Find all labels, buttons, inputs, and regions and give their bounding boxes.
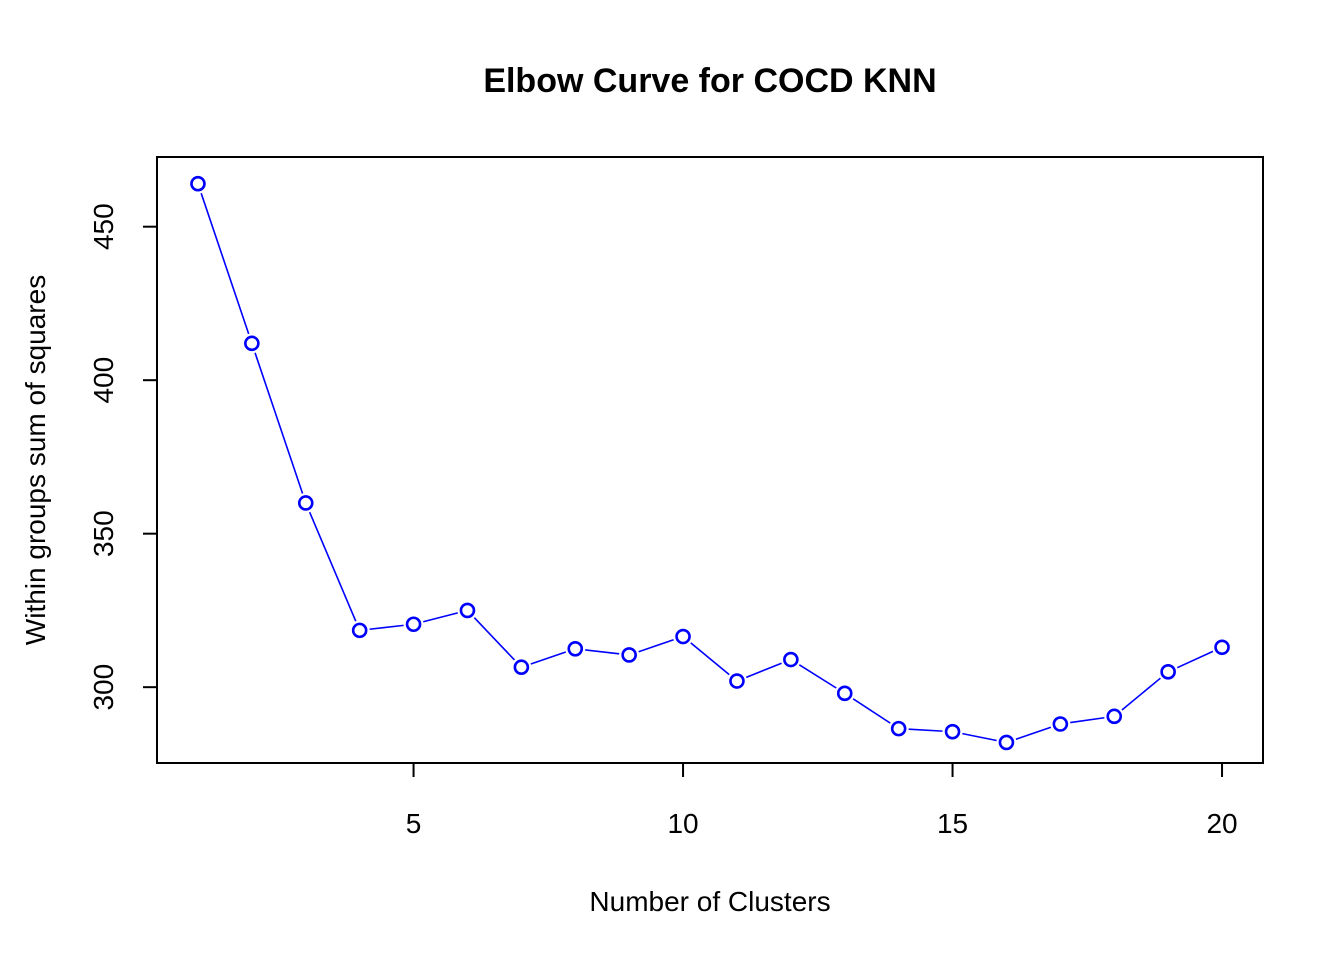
x-tick-label: 20 bbox=[1206, 808, 1237, 839]
data-point bbox=[459, 602, 476, 619]
series-segment bbox=[1176, 650, 1214, 669]
series-segment bbox=[690, 642, 730, 676]
x-axis-label: Number of Clusters bbox=[589, 886, 830, 917]
series-segment bbox=[473, 617, 516, 661]
data-point bbox=[1214, 639, 1230, 656]
series-segment bbox=[1015, 726, 1052, 740]
data-point bbox=[944, 723, 961, 740]
data-point bbox=[836, 685, 853, 702]
x-axis: 5 10 15 20 bbox=[406, 762, 1238, 839]
series-segment bbox=[962, 732, 997, 742]
data-point bbox=[890, 720, 907, 737]
data-point bbox=[998, 734, 1015, 751]
data-point bbox=[244, 335, 260, 352]
series-layer bbox=[190, 175, 1230, 751]
data-point bbox=[729, 673, 745, 689]
x-tick-label: 5 bbox=[406, 808, 422, 839]
series-segment bbox=[852, 698, 891, 724]
y-tick-label: 450 bbox=[88, 203, 119, 250]
chart-title: Elbow Curve for COCD KNN bbox=[483, 62, 936, 100]
data-point bbox=[1052, 716, 1069, 732]
series-segment bbox=[908, 728, 943, 732]
data-point bbox=[621, 647, 637, 663]
data-point bbox=[1106, 708, 1123, 725]
data-point bbox=[351, 622, 368, 639]
series-segment bbox=[423, 612, 458, 623]
series-segment bbox=[200, 192, 250, 335]
data-point bbox=[675, 628, 691, 645]
x-tick-label: 15 bbox=[937, 808, 968, 839]
y-axis: 300 350 400 450 bbox=[88, 203, 158, 711]
plot-frame bbox=[156, 156, 1264, 764]
data-point bbox=[513, 659, 530, 676]
y-axis-label: Within groups sum of squares bbox=[20, 275, 51, 645]
series-segment bbox=[530, 651, 567, 665]
y-tick-label: 300 bbox=[88, 664, 119, 711]
data-point bbox=[405, 616, 422, 633]
series-segment bbox=[638, 638, 674, 653]
data-point bbox=[783, 651, 799, 668]
data-point bbox=[297, 495, 314, 511]
series-segment bbox=[798, 664, 837, 689]
series-segment bbox=[1121, 677, 1161, 711]
x-tick-label: 10 bbox=[667, 808, 698, 839]
y-tick-label: 400 bbox=[88, 357, 119, 404]
series-segment bbox=[745, 662, 782, 679]
y-tick-label: 350 bbox=[88, 510, 119, 557]
series-segment bbox=[254, 352, 304, 494]
series-segment bbox=[308, 511, 357, 622]
series-segment bbox=[369, 624, 404, 631]
data-point bbox=[567, 640, 584, 657]
data-point bbox=[1160, 664, 1176, 680]
data-point bbox=[190, 175, 206, 192]
series-segment bbox=[585, 649, 620, 655]
series-segment bbox=[1070, 716, 1105, 724]
